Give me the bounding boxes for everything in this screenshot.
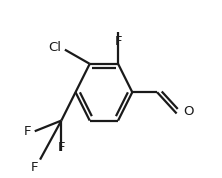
Text: O: O xyxy=(184,105,194,118)
Text: F: F xyxy=(31,161,38,174)
Text: F: F xyxy=(114,35,122,48)
Text: F: F xyxy=(24,125,31,138)
Text: Cl: Cl xyxy=(48,41,61,54)
Text: F: F xyxy=(57,141,65,154)
